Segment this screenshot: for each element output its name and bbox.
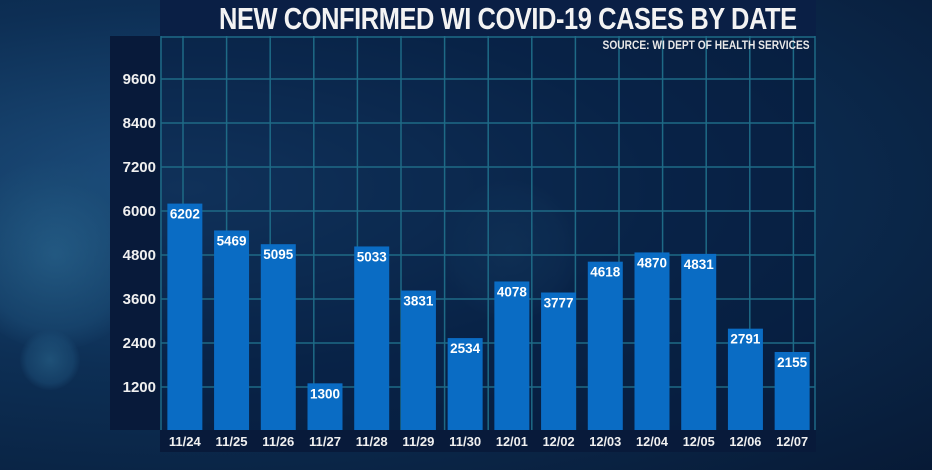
chart-title: NEW CONFIRMED WI COVID-19 CASES BY DATE <box>219 1 797 36</box>
bar <box>214 230 250 430</box>
bar <box>400 290 436 430</box>
y-tick-label: 6000 <box>123 203 156 220</box>
y-tick-label: 8400 <box>123 115 156 132</box>
data-label: 3831 <box>403 293 433 309</box>
bar <box>260 244 296 430</box>
y-axis-panel <box>110 36 160 430</box>
data-label: 2534 <box>450 340 480 356</box>
bar <box>774 351 810 430</box>
data-label: 5469 <box>217 232 247 248</box>
bar <box>307 383 343 430</box>
y-tick-label: 1200 <box>123 379 156 396</box>
data-label: 4870 <box>637 254 667 270</box>
x-tick-label: 12/03 <box>589 434 621 449</box>
x-tick-label: 12/05 <box>683 434 715 449</box>
bar <box>634 252 670 430</box>
y-tick-label: 3600 <box>123 291 156 308</box>
bar <box>167 203 203 430</box>
data-label: 1300 <box>310 385 340 401</box>
data-label: 2791 <box>730 331 760 347</box>
title-bar: NEW CONFIRMED WI COVID-19 CASES BY DATE <box>160 0 816 36</box>
bar <box>727 328 763 430</box>
x-tick-label: 11/26 <box>262 434 294 449</box>
x-tick-label: 12/02 <box>543 434 575 449</box>
bar <box>447 338 483 430</box>
bar <box>681 253 717 430</box>
x-tick-label: 12/06 <box>729 434 761 449</box>
x-tick-label: 12/04 <box>636 434 669 449</box>
x-tick-label: 11/29 <box>402 434 434 449</box>
data-label: 4831 <box>684 256 714 272</box>
data-label: 2155 <box>777 354 807 370</box>
data-label: 5033 <box>357 248 387 264</box>
data-label: 5095 <box>263 246 293 262</box>
bar <box>587 261 623 430</box>
y-tick-label: 2400 <box>123 335 156 352</box>
x-tick-label: 11/24 <box>169 434 202 449</box>
bar <box>541 292 577 430</box>
x-tick-label: 12/01 <box>496 434 528 449</box>
bar <box>494 281 530 430</box>
y-tick-label: 7200 <box>123 159 156 176</box>
bar <box>354 246 390 430</box>
data-label: 4618 <box>590 264 620 280</box>
x-tick-label: 11/25 <box>216 434 248 449</box>
y-tick-label: 9600 <box>123 71 156 88</box>
x-axis-panel <box>160 430 816 452</box>
x-tick-label: 11/27 <box>309 434 341 449</box>
virus-background-decoration <box>20 330 80 390</box>
y-tick-label: 4800 <box>123 247 156 264</box>
chart-source: SOURCE: WI DEPT OF HEALTH SERVICES <box>602 38 810 52</box>
x-tick-label: 12/07 <box>776 434 808 449</box>
data-label: 6202 <box>170 206 200 222</box>
x-tick-label: 11/30 <box>449 434 481 449</box>
data-label: 3777 <box>544 295 574 311</box>
x-tick-label: 11/28 <box>356 434 388 449</box>
data-label: 4078 <box>497 283 527 299</box>
